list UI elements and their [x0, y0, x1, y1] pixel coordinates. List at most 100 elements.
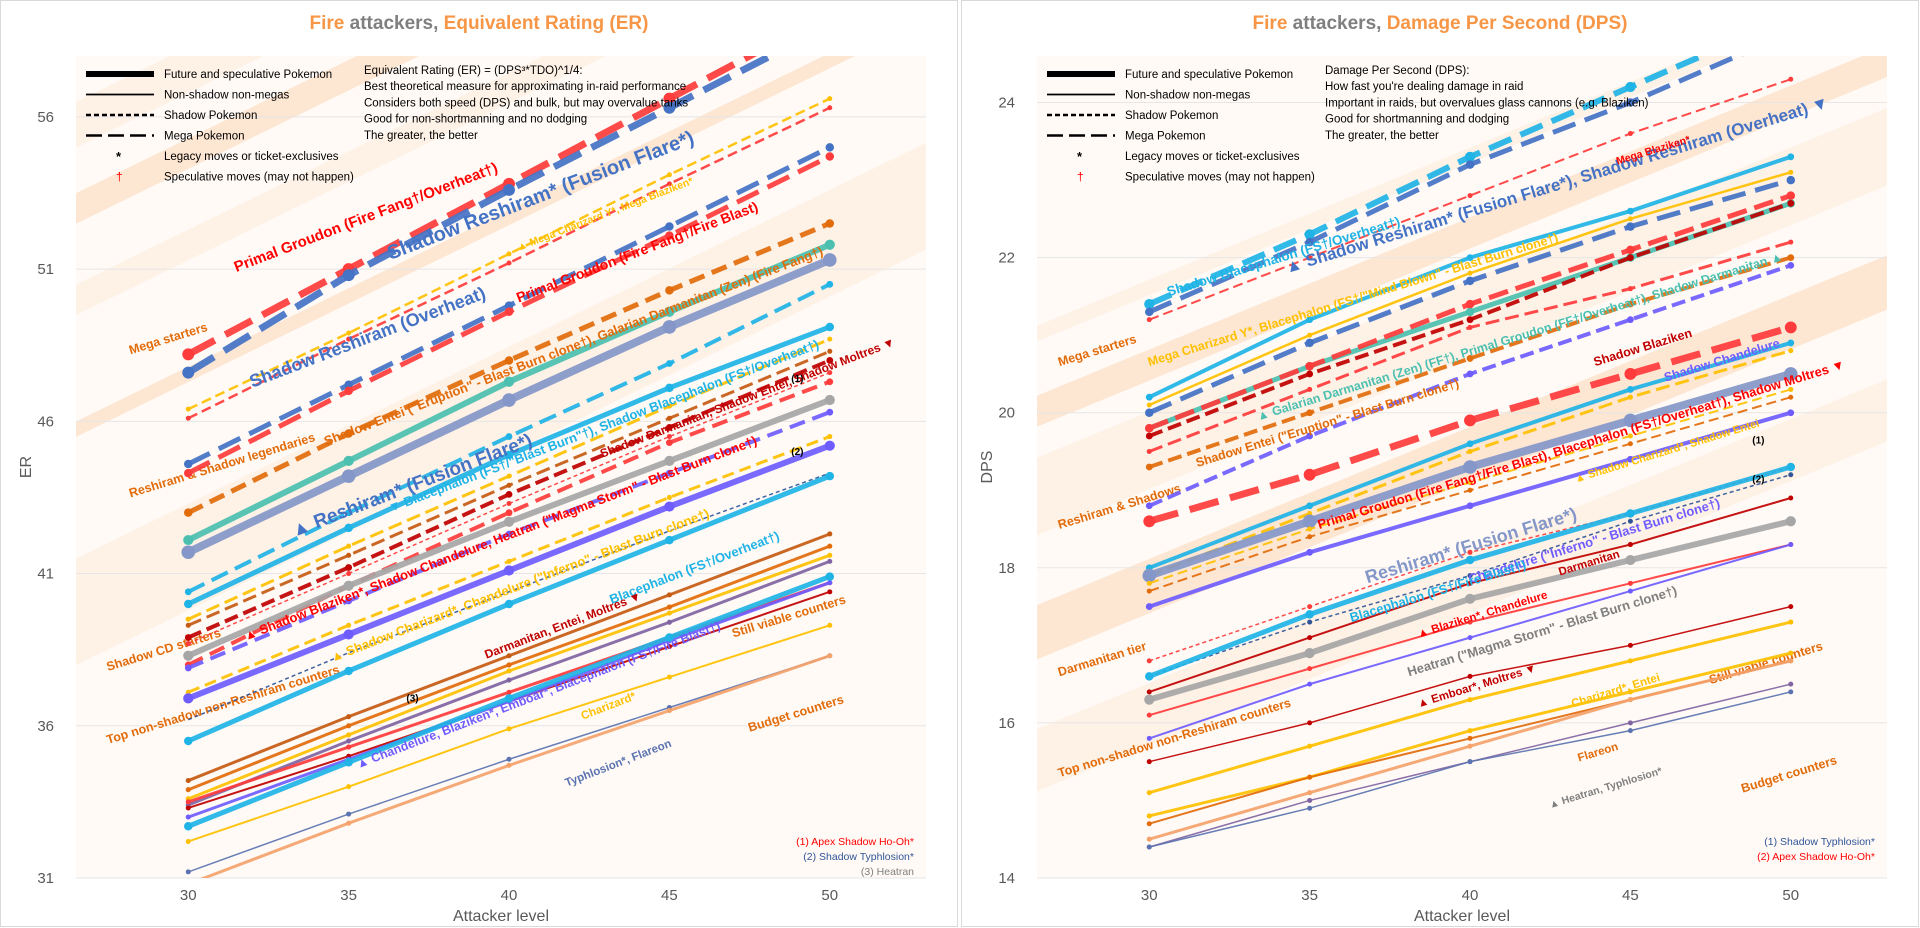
er-series-point	[185, 616, 191, 622]
er-series-point	[346, 723, 352, 729]
er-series-point	[345, 509, 353, 517]
dps-series-point	[1467, 728, 1473, 734]
er-footnote: (3) Heatran	[861, 866, 914, 878]
dps-series-point	[1627, 394, 1633, 400]
er-legend-label: Legacy moves or ticket-exclusives	[164, 151, 339, 163]
dps-series-point	[1306, 432, 1314, 440]
dps-series-point	[1627, 697, 1633, 703]
dps-series-point	[1306, 409, 1314, 417]
dps-series-point	[1302, 514, 1317, 529]
dps-series-point	[1627, 131, 1633, 137]
er-series-point	[504, 450, 514, 460]
er-series-point	[665, 383, 674, 393]
dps-series-point	[1307, 386, 1313, 393]
dps-series-point	[1467, 270, 1473, 276]
er-series-point	[185, 799, 191, 805]
dps-series-point	[1784, 321, 1797, 334]
dps-series-point	[1787, 254, 1795, 262]
er-y-axis-label: ER	[18, 456, 35, 478]
dps-legend-dagger-icon: †	[1077, 170, 1084, 184]
er-series-point	[506, 653, 512, 659]
er-series-point	[504, 307, 514, 316]
er-chart-title: Fire attackers, Equivalent Rating (ER)	[1, 13, 957, 35]
dps-series-point	[1143, 515, 1156, 528]
er-series-line-mega-blaziken	[187, 106, 831, 420]
er-series-point	[183, 650, 194, 661]
er-title-metric: Equivalent Rating (ER)	[443, 13, 649, 34]
dps-series-point	[1306, 502, 1314, 510]
dps-series-point	[1787, 199, 1795, 207]
er-series-point	[827, 622, 833, 628]
er-legend-dagger-icon: †	[116, 170, 123, 184]
dps-series-point	[1627, 518, 1633, 524]
er-series-point	[665, 633, 674, 642]
er-series-point	[666, 172, 672, 178]
er-series-point	[182, 366, 195, 379]
er-series-point	[664, 501, 675, 512]
dps-series-point	[1788, 650, 1794, 656]
er-series-point	[826, 280, 834, 288]
dps-band-1	[1037, 255, 1887, 660]
dps-series-point	[1145, 408, 1154, 417]
dps-series-point	[1467, 487, 1473, 493]
dps-footnote: (1) Shadow Typhlosion*	[1764, 836, 1875, 848]
dps-series-point	[1465, 307, 1475, 317]
er-series-point	[822, 253, 837, 267]
dps-series-point	[1466, 502, 1474, 510]
er-title-mid: attackers,	[344, 13, 444, 34]
dps-series-point	[1788, 604, 1794, 610]
dps-series-point	[1788, 394, 1794, 400]
er-band-5	[76, 1, 926, 11]
dps-series-point	[1627, 588, 1633, 594]
er-series-point	[827, 434, 833, 440]
dps-series-point	[1303, 468, 1316, 481]
er-series-point	[346, 732, 352, 738]
dps-series-point	[1146, 712, 1152, 718]
dps-series-point	[1307, 774, 1313, 780]
dps-series-point	[1788, 472, 1794, 478]
dps-series-point	[1626, 207, 1634, 215]
dps-series-point	[1466, 370, 1474, 378]
dps-series-point	[1307, 604, 1313, 610]
er-legend-label: Speculative moves (may not happen)	[164, 172, 354, 184]
dps-series-point	[1146, 821, 1152, 827]
dps-series-point	[1625, 81, 1636, 93]
dps-series-point	[1623, 413, 1638, 428]
dps-x-axis-label: Attacker level	[1414, 908, 1510, 925]
er-series-point	[344, 386, 353, 396]
er-series-point	[666, 494, 672, 500]
er-series-line-shadow-typhlosion	[187, 472, 831, 721]
dps-note-line: Good for shortmanning and dodging	[1325, 114, 1509, 126]
er-series-point	[185, 622, 191, 628]
dps-series-point	[1627, 433, 1633, 439]
er-series-point	[506, 668, 512, 674]
dps-series-point	[1624, 367, 1637, 380]
er-series-point	[665, 535, 674, 545]
dps-series-point	[1467, 619, 1473, 625]
dps-series-point	[1788, 658, 1794, 664]
er-series-point	[664, 306, 675, 317]
dps-series-point	[1146, 658, 1152, 664]
dps-series-point	[1626, 222, 1635, 231]
dps-note-line: Damage Per Second (DPS):	[1325, 65, 1469, 77]
dps-series-point	[1145, 502, 1153, 510]
dps-series-point	[1467, 759, 1473, 765]
er-title-prefix: Fire	[309, 13, 345, 34]
dps-series-point	[1467, 448, 1473, 455]
er-note-line: Best theoretical measure for approximati…	[364, 81, 686, 93]
dps-note-line: How fast you're dealing damage in raid	[1325, 81, 1523, 93]
dps-chart-plot: 14 16 18 20 22 24 30 35 40 45 50 Attacker level DPS M…	[979, 56, 1887, 925]
dps-series-point	[1146, 402, 1152, 408]
er-series-point	[824, 440, 835, 451]
er-xtick-label: 45	[661, 887, 678, 904]
er-series-point	[344, 666, 353, 676]
dps-series-point	[1467, 193, 1473, 199]
dps-series-point	[1627, 216, 1633, 222]
er-series-point	[505, 509, 513, 517]
er-legend-star-icon: *	[116, 149, 122, 164]
er-series-point	[827, 531, 833, 537]
er-xtick-label: 30	[180, 887, 197, 904]
dps-series-point	[1626, 316, 1634, 324]
dps-series-point	[1467, 635, 1473, 641]
er-footnote: (1) Apex Shadow Ho-Oh*	[796, 836, 914, 848]
